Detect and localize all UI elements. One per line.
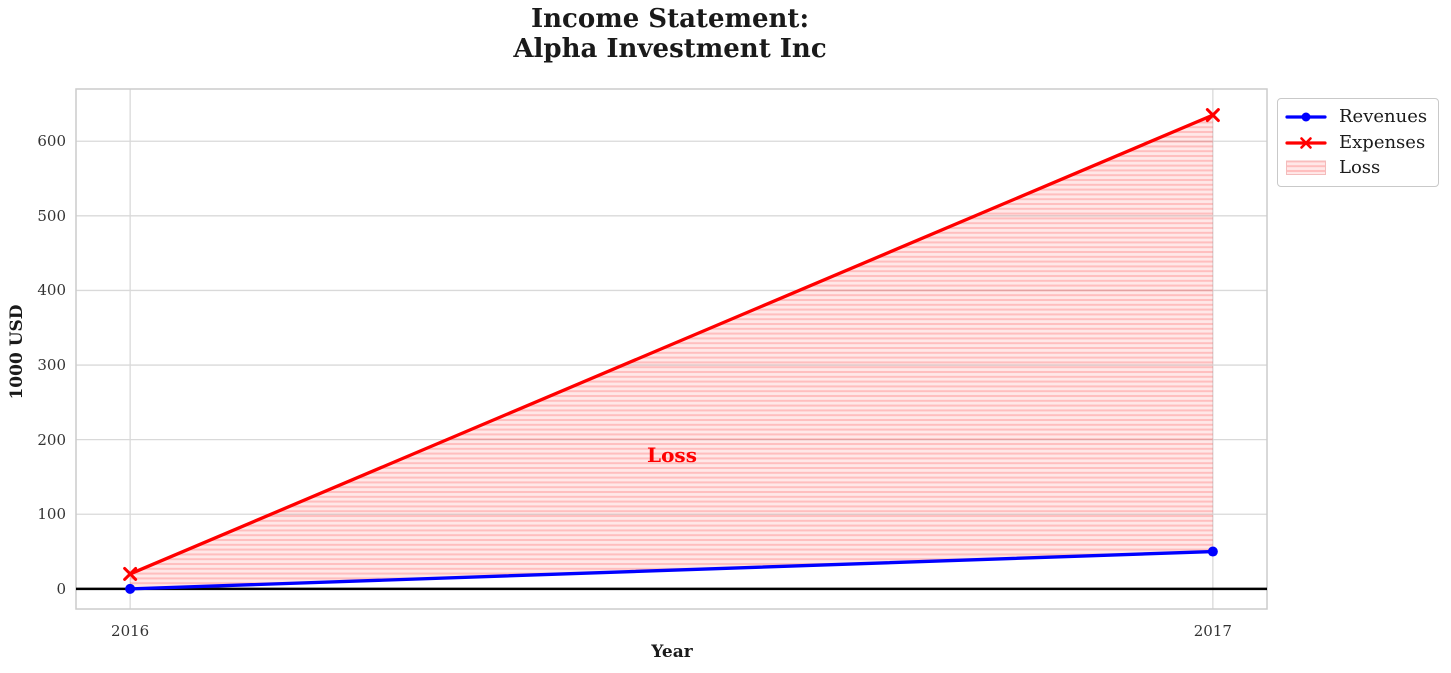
loss-area xyxy=(130,115,1213,589)
circle-marker xyxy=(125,583,136,594)
y-tick-label: 100 xyxy=(37,505,66,524)
y-axis-label: 1000 USD xyxy=(7,304,27,400)
plot-border xyxy=(75,88,1268,610)
legend-item-revenues: Revenues xyxy=(1284,107,1432,127)
loss-annotation: Loss xyxy=(647,443,697,467)
x-tick-label: 2016 xyxy=(111,622,150,640)
y-tick-label: 200 xyxy=(37,430,66,449)
x-axis-label: Year xyxy=(651,642,693,662)
legend-sample-loss xyxy=(1286,160,1326,175)
legend-sample-expenses xyxy=(1285,136,1327,149)
y-tick-label: 400 xyxy=(37,281,66,300)
legend-label: Revenues xyxy=(1339,106,1428,128)
y-tick-label: 0 xyxy=(56,579,66,598)
legend-item-expenses: Expenses xyxy=(1284,131,1432,153)
series-line-revenues xyxy=(128,549,1215,591)
chart-title: Income Statement: Alpha Investment Inc xyxy=(513,4,827,64)
legend: Revenues Expenses Loss xyxy=(1277,98,1439,187)
x-tick-label: 2017 xyxy=(1193,622,1232,640)
legend-label: Expenses xyxy=(1339,131,1426,153)
legend-label: Loss xyxy=(1339,156,1381,178)
circle-marker xyxy=(1207,546,1218,557)
y-tick-label: 600 xyxy=(37,132,66,151)
y-tick-label: 300 xyxy=(37,356,66,375)
legend-sample-revenues xyxy=(1285,112,1327,122)
x-marker xyxy=(1205,108,1220,123)
x-marker xyxy=(123,566,138,581)
series-line-expenses xyxy=(128,113,1215,576)
y-tick-label: 500 xyxy=(37,206,66,225)
legend-item-loss: Loss xyxy=(1284,156,1432,178)
